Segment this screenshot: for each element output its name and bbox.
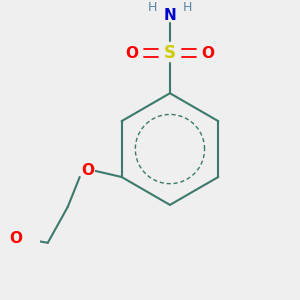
Text: O: O	[126, 46, 139, 61]
Text: N: N	[164, 8, 176, 23]
Text: O: O	[81, 164, 94, 178]
Text: S: S	[164, 44, 176, 62]
Text: O: O	[201, 46, 214, 61]
Text: H: H	[147, 1, 157, 14]
Text: H: H	[183, 1, 193, 14]
Text: O: O	[9, 231, 22, 246]
